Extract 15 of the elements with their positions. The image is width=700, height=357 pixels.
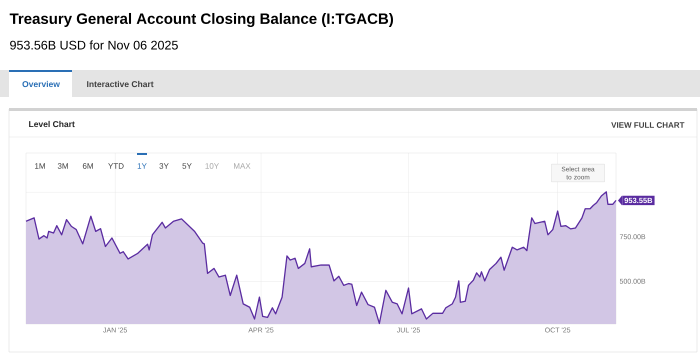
annotation: 1Y bbox=[138, 163, 147, 169]
annotation: 3Y bbox=[159, 163, 169, 169]
text: VIEW FULL CHART bbox=[611, 122, 684, 128]
text: Interactive Chart bbox=[87, 80, 154, 88]
annotation: 5Y bbox=[182, 163, 192, 169]
annotation: 3M bbox=[58, 163, 68, 169]
chart-title: Treasury General Account Closing Balance (I:TGACB) bbox=[10, 12, 394, 28]
annotation: 10Y bbox=[206, 163, 219, 169]
annotation: 1M bbox=[35, 163, 45, 169]
annotation: MAX bbox=[234, 163, 250, 169]
annotation: 6M bbox=[82, 163, 93, 169]
chart-subtitle: 953.56B USD for Nov 06 2025 bbox=[10, 40, 178, 50]
annotation: YTD bbox=[108, 163, 124, 169]
text: Level Chart bbox=[29, 120, 75, 128]
text: Overview bbox=[22, 80, 60, 88]
